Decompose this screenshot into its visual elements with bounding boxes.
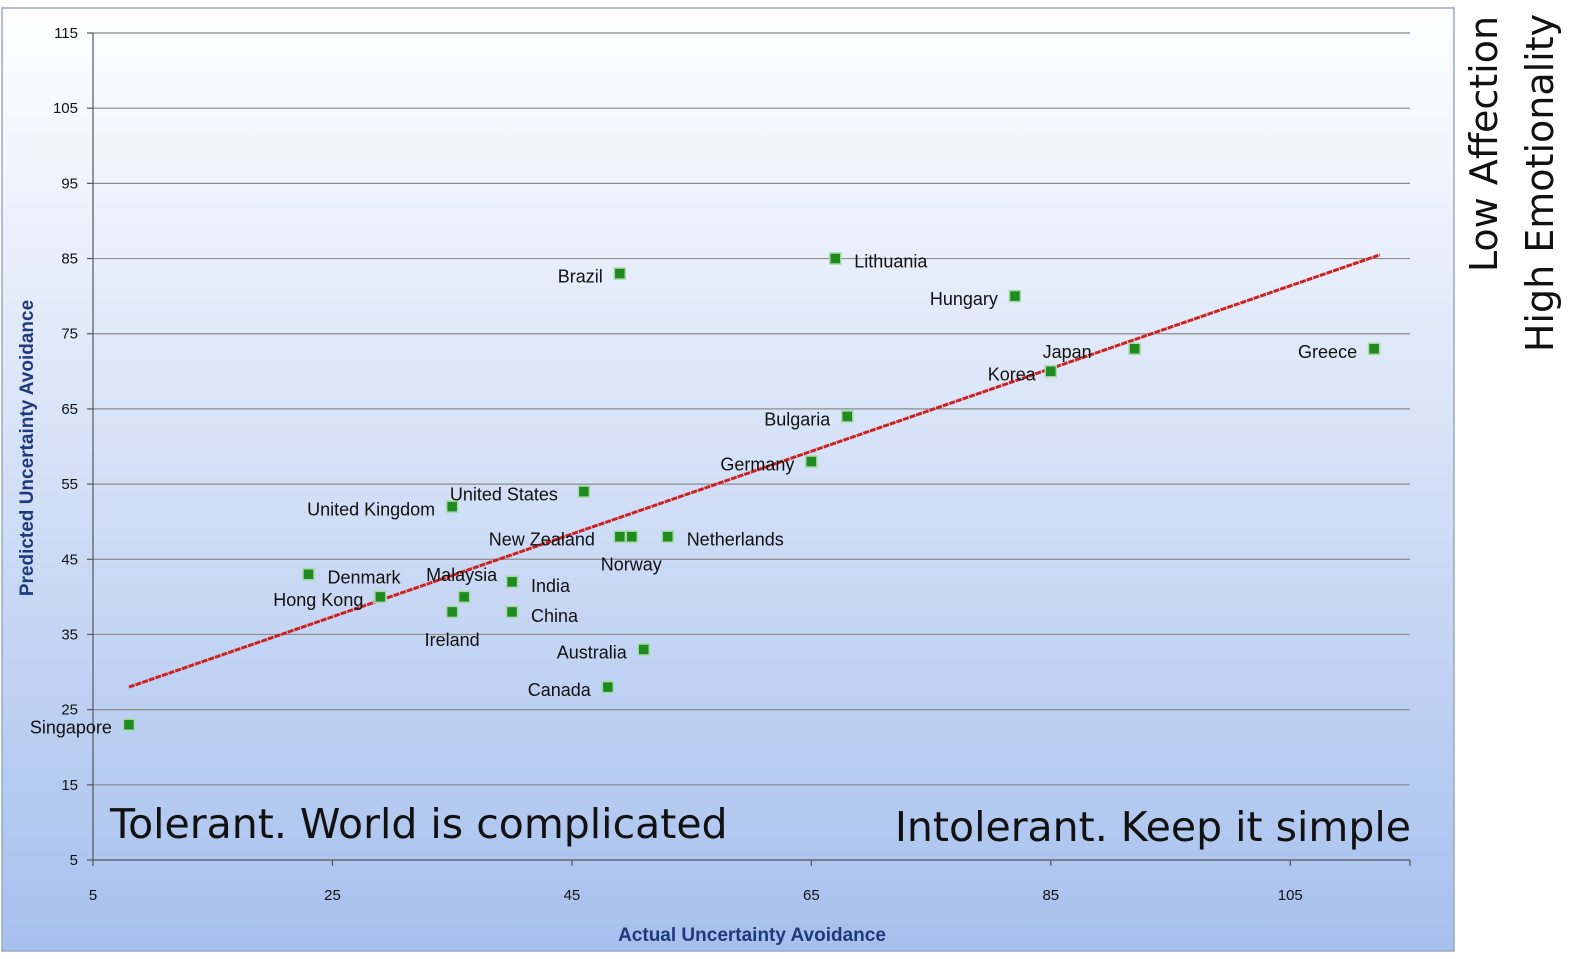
- point-korea: [1044, 365, 1058, 378]
- tick-label-y: 5: [70, 852, 78, 869]
- point-united-states: [577, 485, 591, 498]
- tick-label-x: 105: [1278, 887, 1303, 904]
- label-japan: Japan: [1043, 342, 1092, 362]
- point-australia: [637, 643, 650, 656]
- label-lithuania: Lithuania: [854, 252, 928, 272]
- point-netherlands: [661, 530, 674, 543]
- tick-label-y: 115: [54, 25, 78, 42]
- tick-label-y: 55: [61, 476, 78, 493]
- tick-label-y: 45: [61, 551, 78, 568]
- point-bulgaria: [841, 410, 854, 423]
- point-new-zealand: [613, 530, 627, 543]
- trendline: [128, 253, 1381, 689]
- point-lithuania: [829, 252, 842, 265]
- point-united-kingdom: [445, 500, 459, 513]
- tick-label-x: 5: [89, 887, 97, 904]
- point-brazil: [613, 267, 627, 280]
- tick-label-y: 15: [61, 777, 78, 794]
- point-china: [505, 605, 519, 619]
- label-korea: Korea: [988, 364, 1037, 384]
- tick-label-x: 85: [1042, 887, 1059, 904]
- point-denmark: [302, 568, 315, 581]
- label-india: India: [531, 576, 571, 596]
- data-points: [122, 252, 1381, 731]
- label-greece: Greece: [1298, 342, 1357, 362]
- label-singapore: Singapore: [30, 718, 112, 738]
- label-new-zealand: New Zealand: [489, 530, 595, 550]
- gridlines: [93, 32, 1410, 786]
- side-note-high-emotionality: High Emotionality: [1518, 14, 1562, 352]
- point-canada: [601, 680, 615, 694]
- trendline-group: [128, 253, 1381, 689]
- point-greece: [1367, 342, 1381, 356]
- label-germany: Germany: [720, 455, 794, 475]
- point-japan: [1128, 342, 1141, 356]
- tick-label-y: 105: [53, 100, 78, 117]
- y-axis-title: Predicted Uncertainty Avoidance: [17, 300, 38, 596]
- point-india: [505, 575, 519, 589]
- tick-label-y: 65: [61, 401, 78, 418]
- label-norway: Norway: [601, 555, 662, 575]
- label-hungary: Hungary: [930, 289, 998, 309]
- label-united-states: United States: [450, 485, 558, 505]
- tick-label-x: 65: [803, 887, 820, 904]
- label-netherlands: Netherlands: [687, 530, 784, 550]
- x-axis-title: Actual Uncertainty Avoidance: [618, 925, 886, 946]
- tick-label-y: 85: [61, 251, 78, 268]
- point-singapore: [122, 718, 136, 731]
- label-australia: Australia: [557, 642, 628, 662]
- label-ireland: Ireland: [425, 630, 480, 650]
- label-brazil: Brazil: [558, 267, 603, 287]
- label-hong-kong: Hong Kong: [273, 590, 363, 610]
- label-united-kingdom: United Kingdom: [307, 500, 435, 520]
- point-labels: Singapore Denmark Hong Kong Ireland United K…: [30, 252, 1357, 738]
- tick-label-y: 35: [61, 626, 78, 643]
- tick-label-x: 45: [564, 887, 581, 904]
- point-norway: [625, 530, 639, 543]
- label-denmark: Denmark: [328, 567, 402, 587]
- side-note-low-affection: Low Affection: [1462, 16, 1506, 272]
- point-germany: [805, 455, 818, 468]
- point-ireland: [445, 605, 459, 619]
- tick-label-x: 25: [324, 887, 341, 904]
- label-china: China: [531, 606, 579, 626]
- label-bulgaria: Bulgaria: [764, 409, 831, 429]
- point-hong-kong: [374, 590, 387, 604]
- point-hungary: [1008, 289, 1022, 303]
- label-malaysia: Malaysia: [426, 565, 498, 585]
- tick-labels: 5 15 25 35 45 55 65 75 85 95 105 115 5 25 45 65 85 105: [53, 25, 1303, 904]
- label-canada: Canada: [528, 680, 592, 700]
- axes: [87, 32, 1411, 866]
- tick-label-y: 75: [61, 326, 78, 343]
- tick-label-y: 95: [61, 175, 78, 192]
- point-malaysia: [457, 590, 471, 604]
- tick-label-y: 25: [61, 702, 78, 719]
- annotation-tolerant: Tolerant. World is complicated: [109, 800, 728, 848]
- annotation-intolerant: Intolerant. Keep it simple: [895, 803, 1411, 851]
